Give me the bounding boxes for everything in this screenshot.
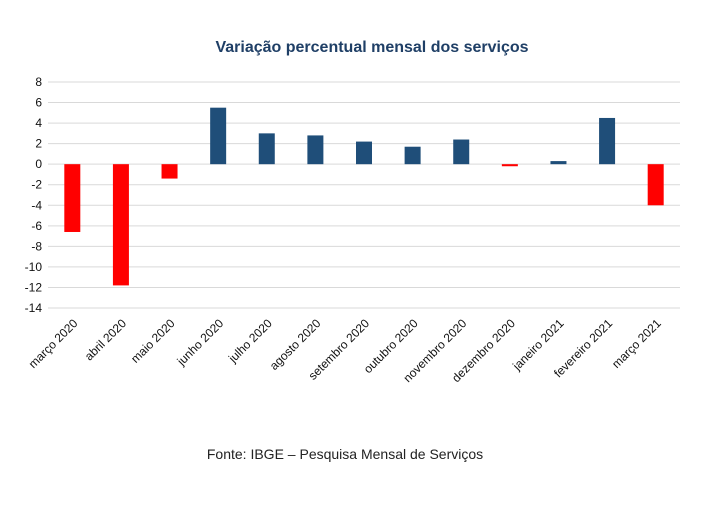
y-axis: 8 6 4 2 0 -2 -4 -6 -8 -10 -12 -14	[25, 75, 43, 315]
y-tick-label: 2	[35, 137, 42, 151]
y-tick-label: -10	[25, 260, 43, 274]
x-tick-label: junho 2020	[174, 316, 227, 369]
bar	[404, 146, 421, 165]
y-tick-label: -12	[25, 280, 43, 294]
bar	[599, 117, 616, 165]
bar-chart: Variação percentual mensal dos serviços …	[25, 39, 680, 385]
y-tick-label: -8	[31, 239, 42, 253]
y-tick-label: -2	[31, 178, 42, 192]
y-tick-label: -4	[31, 198, 42, 212]
bar	[356, 141, 372, 165]
x-tick-label: maio 2020	[128, 316, 178, 366]
bar	[112, 164, 129, 286]
y-tick-label: 0	[35, 157, 42, 171]
bar	[453, 139, 470, 165]
bar	[307, 135, 324, 165]
y-tick-label: 8	[35, 75, 42, 89]
bar	[161, 164, 178, 179]
grid-lines	[48, 81, 680, 309]
bar	[501, 164, 518, 167]
bar	[550, 161, 567, 165]
x-tick-label: julho 2020	[225, 316, 275, 366]
y-tick-label: -14	[25, 301, 43, 315]
bar	[210, 107, 227, 165]
x-tick-label: março 2020	[26, 316, 81, 371]
y-tick-label: -6	[31, 219, 42, 233]
bar	[258, 133, 275, 165]
x-tick-label: abril 2020	[82, 316, 129, 363]
y-tick-label: 6	[35, 96, 42, 110]
bars	[64, 107, 664, 286]
y-tick-label: 4	[35, 116, 42, 130]
bar	[647, 164, 664, 206]
bar	[64, 164, 81, 232]
chart-title: Variação percentual mensal dos serviços	[215, 39, 528, 56]
x-tick-label: março 2021	[609, 316, 664, 371]
source-note: Fonte: IBGE – Pesquisa Mensal de Serviço…	[206, 446, 484, 462]
